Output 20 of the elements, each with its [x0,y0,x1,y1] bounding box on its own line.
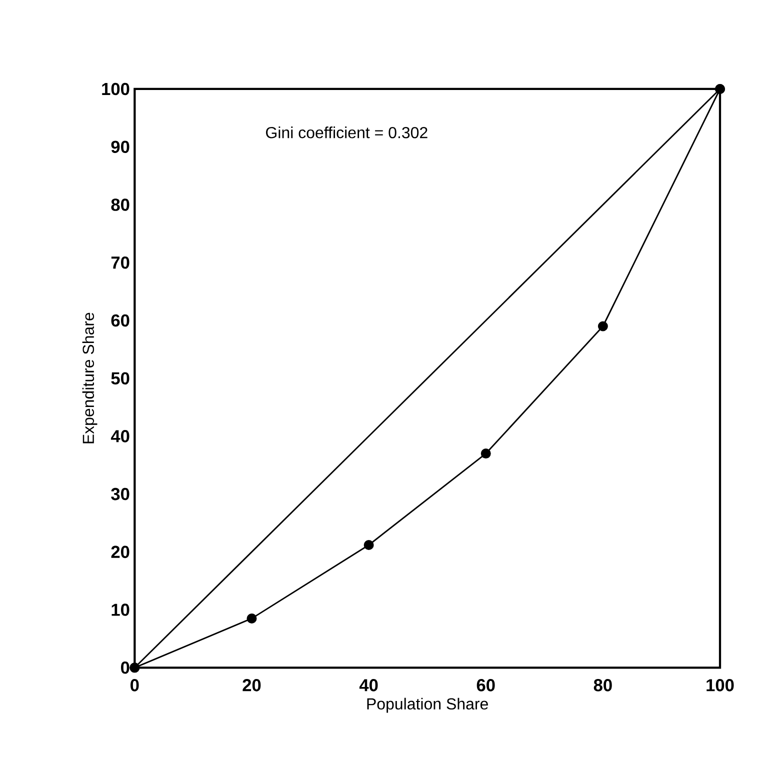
x-tick-label: 100 [706,679,734,692]
y-tick-label: 10 [112,604,130,616]
x-tick-label: 40 [359,679,378,692]
y-tick-label: 60 [111,314,130,327]
y-tick-label: 100 [102,82,130,96]
x-tick-label: 20 [242,679,261,692]
y-tick-label: 40 [110,430,130,442]
y-tick-label: 70 [111,256,130,269]
x-axis-title: Population Share [367,698,488,713]
annotation: Gini coefficient = 0.302 [266,126,428,138]
y-tick-label: 20 [111,546,130,558]
y-tick-label: 50 [111,372,130,384]
x-tick-label: 0 [130,679,139,692]
y-axis-title: Expenditure Share [82,312,98,444]
y-tick-label: 0 [121,662,130,674]
x-tick-label: 60 [476,679,495,692]
y-tick-label: 80 [111,198,130,211]
y-tick-label: 90 [111,140,130,153]
y-tick-label: 30 [111,488,130,500]
x-tick-label: 80 [594,679,612,692]
